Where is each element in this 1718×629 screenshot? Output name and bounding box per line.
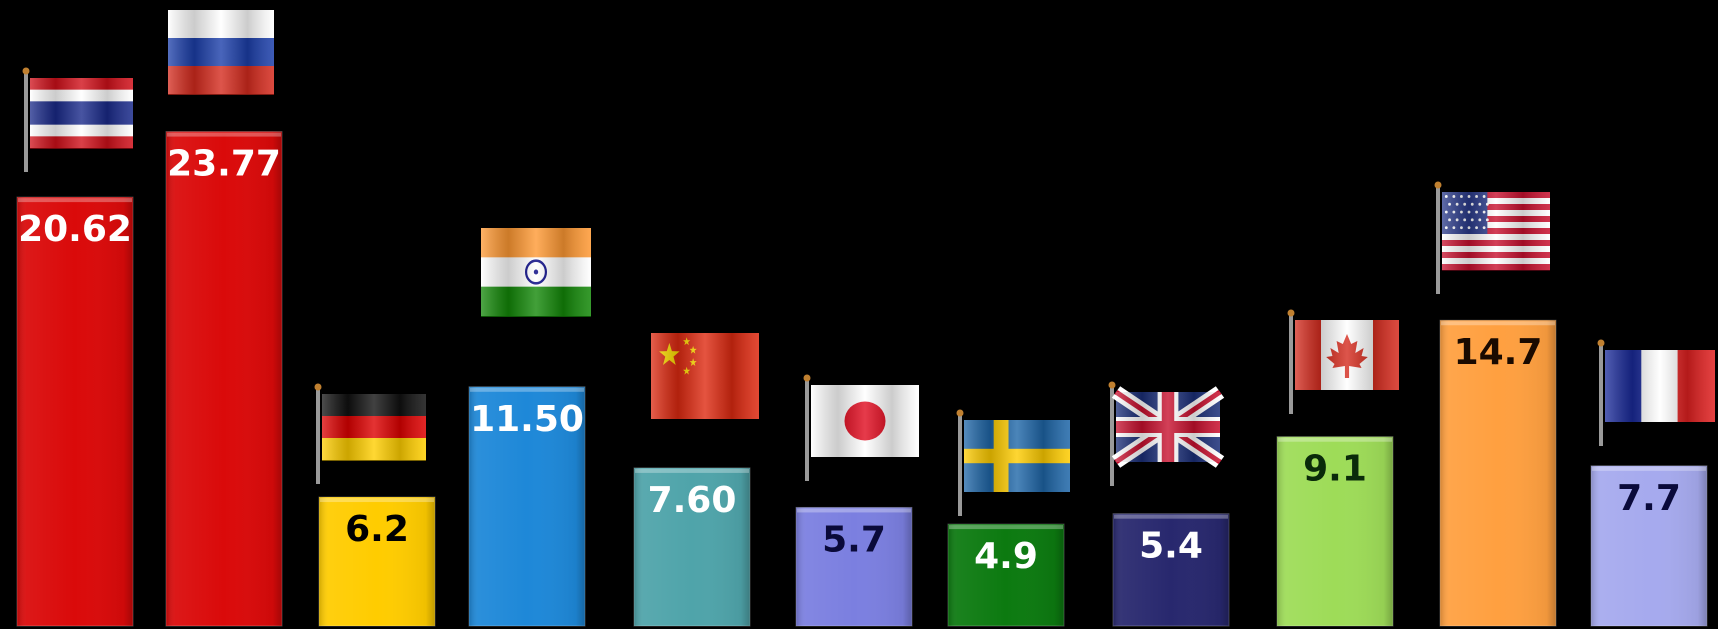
thailand-flag-icon bbox=[22, 67, 133, 172]
bar-value-label: 23.77 bbox=[167, 144, 281, 185]
flagpole-knob bbox=[1287, 309, 1295, 317]
bar-value-label: 11.50 bbox=[470, 399, 584, 440]
flagpole bbox=[1289, 314, 1293, 414]
flagpole-knob bbox=[22, 67, 30, 75]
bar-shading bbox=[1440, 320, 1556, 626]
bar-shading bbox=[166, 131, 282, 627]
flagpole bbox=[24, 72, 28, 172]
sweden-flag-icon bbox=[956, 409, 1070, 516]
flagpole-knob bbox=[1434, 181, 1442, 189]
russia-flag-icon bbox=[168, 10, 274, 95]
flag-wave-shading bbox=[30, 78, 133, 148]
flag-wave-shading bbox=[1295, 320, 1399, 390]
bar-top-highlight bbox=[167, 132, 281, 137]
france-flag-icon bbox=[1597, 339, 1715, 446]
bar-shading bbox=[796, 507, 912, 626]
flagpole bbox=[1599, 344, 1603, 446]
bar-top-highlight bbox=[18, 198, 132, 203]
bar-shading bbox=[1113, 513, 1229, 626]
bar-shading bbox=[634, 467, 750, 626]
bar-shading bbox=[948, 524, 1064, 626]
flag-wave-shading bbox=[168, 10, 274, 94]
flagpole bbox=[958, 414, 962, 516]
bar-value-label: 14.7 bbox=[1454, 332, 1543, 373]
germany-flag-icon bbox=[314, 383, 426, 484]
bar-shading bbox=[1591, 465, 1707, 626]
flag-wave-shading bbox=[481, 228, 591, 316]
flagpole bbox=[316, 388, 320, 484]
bar-top-highlight bbox=[1114, 514, 1228, 519]
bar-value-label: 5.7 bbox=[822, 519, 886, 560]
flag-wave-shading bbox=[1116, 392, 1220, 462]
flag-wave-shading bbox=[322, 394, 426, 460]
bar-top-highlight bbox=[635, 468, 749, 473]
bar-value-label: 7.7 bbox=[1617, 478, 1681, 519]
bar-value-label: 4.9 bbox=[974, 536, 1038, 577]
bar-top-highlight bbox=[470, 387, 584, 392]
flag-wave-shading bbox=[1442, 192, 1550, 270]
flag-wave-shading bbox=[651, 333, 759, 419]
flag-wave-shading bbox=[811, 385, 919, 457]
china-flag-icon bbox=[651, 333, 759, 419]
flagpole-knob bbox=[1597, 339, 1605, 347]
usa-flag-icon bbox=[1434, 181, 1550, 294]
bar-top-highlight bbox=[320, 498, 434, 503]
bar-shading bbox=[1277, 436, 1393, 626]
flagpole-knob bbox=[1108, 381, 1116, 389]
bar-top-highlight bbox=[1441, 321, 1555, 326]
flagpole bbox=[1436, 186, 1440, 294]
india-flag-icon bbox=[481, 228, 591, 317]
canada-flag-icon bbox=[1287, 309, 1399, 414]
bar-value-label: 9.1 bbox=[1303, 449, 1367, 490]
uk-flag-icon bbox=[1108, 381, 1225, 486]
flagpole-knob bbox=[803, 374, 811, 382]
flagpole-knob bbox=[314, 383, 322, 391]
japan-flag-icon bbox=[803, 374, 919, 481]
flag-wave-shading bbox=[964, 420, 1070, 492]
bar-shading bbox=[17, 197, 133, 626]
bar-top-highlight bbox=[1278, 437, 1392, 442]
flagpole-knob bbox=[956, 409, 964, 417]
flagpole bbox=[805, 379, 809, 481]
bar-top-highlight bbox=[949, 525, 1063, 530]
bar-value-label: 5.4 bbox=[1139, 526, 1203, 567]
bar-shading bbox=[469, 386, 585, 626]
flag-wave-shading bbox=[1605, 350, 1715, 422]
bar-value-label: 6.2 bbox=[345, 509, 409, 550]
bar-top-highlight bbox=[1592, 466, 1706, 471]
bar-value-label: 20.62 bbox=[18, 209, 132, 250]
bar-value-label: 7.60 bbox=[648, 480, 737, 521]
flagpole bbox=[1110, 386, 1114, 486]
bar-top-highlight bbox=[797, 508, 911, 513]
bar-shading bbox=[319, 497, 435, 626]
